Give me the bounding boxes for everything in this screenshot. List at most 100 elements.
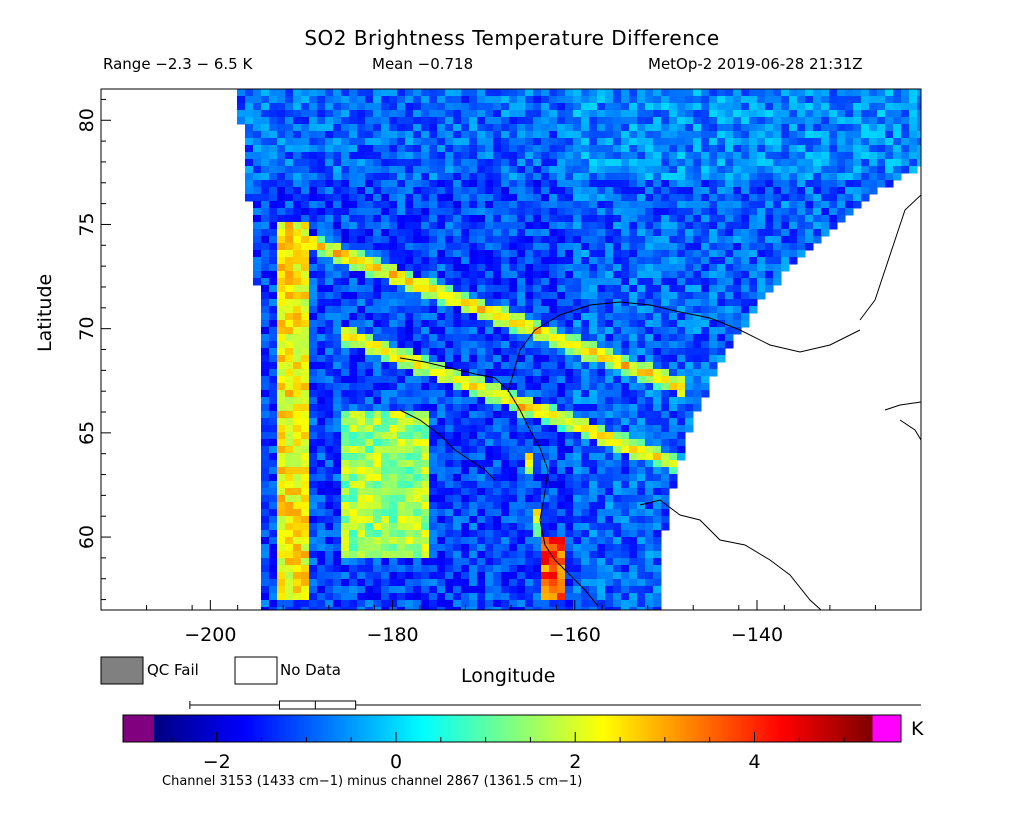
swath-cell (397, 341, 406, 349)
swath-cell (653, 222, 662, 230)
swath-cell (637, 173, 646, 181)
swath-cell (269, 600, 278, 608)
swath-cell (285, 89, 294, 97)
swath-cell (685, 187, 694, 195)
swath-cell (557, 285, 566, 293)
colorbar-segment (188, 715, 191, 742)
swath-cell (629, 537, 638, 545)
swath-cell (421, 285, 430, 293)
swath-cell (413, 593, 422, 601)
swath-cell (573, 432, 582, 440)
swath-cell (661, 390, 670, 398)
swath-cell (613, 187, 622, 195)
swath-cell (461, 411, 470, 419)
swath-cell (797, 159, 806, 167)
swath-cell (645, 96, 654, 104)
swath-cell (477, 481, 486, 489)
swath-cell (277, 124, 286, 132)
swath-cell (861, 173, 870, 181)
swath-cell (285, 194, 294, 202)
swath-cell (901, 159, 910, 167)
swath-cell (693, 145, 702, 153)
swath-cell (341, 194, 350, 202)
swath-cell (461, 124, 470, 132)
swath-cell (637, 117, 646, 125)
swath-cell (445, 586, 454, 594)
swath-cell (317, 264, 326, 272)
swath-cell (485, 138, 494, 146)
swath-cell (589, 509, 598, 517)
swath-cell (445, 544, 454, 552)
swath-cell (413, 530, 422, 538)
swath-cell (421, 355, 430, 363)
swath-cell (373, 439, 382, 447)
swath-cell (381, 425, 390, 433)
swath-cell (509, 439, 518, 447)
swath-cell (365, 404, 374, 412)
swath-cell (349, 600, 358, 608)
swath-cell (285, 145, 294, 153)
swath-cell (461, 320, 470, 328)
swath-cell (421, 145, 430, 153)
swath-cell (405, 572, 414, 580)
swath-cell (437, 530, 446, 538)
swath-cell (525, 257, 534, 265)
swath-cell (453, 474, 462, 482)
swath-cell (589, 362, 598, 370)
swath-cell (525, 194, 534, 202)
swath-cell (589, 607, 598, 610)
swath-cell (325, 264, 334, 272)
swath-cell (661, 383, 670, 391)
swath-cell (581, 488, 590, 496)
swath-cell (381, 376, 390, 384)
swath-cell (325, 474, 334, 482)
swath-cell (821, 187, 830, 195)
swath-cell (501, 173, 510, 181)
swath-cell (477, 250, 486, 258)
swath-cell (469, 439, 478, 447)
coastline-segment (899, 419, 921, 441)
swath-cell (493, 208, 502, 216)
swath-cell (557, 236, 566, 244)
swath-cell (605, 509, 614, 517)
swath-cell (397, 236, 406, 244)
swath-cell (293, 600, 302, 608)
swath-cell (669, 425, 678, 433)
swath-cell (333, 362, 342, 370)
swath-cell (381, 362, 390, 370)
swath-cell (261, 488, 270, 496)
colorbar-segment (496, 715, 499, 742)
swath-cell (277, 474, 286, 482)
swath-cell (565, 124, 574, 132)
swath-cell (325, 460, 334, 468)
swath-cell (317, 222, 326, 230)
swath-cell (605, 201, 614, 209)
swath-cell (285, 355, 294, 363)
swath-cell (653, 278, 662, 286)
swath-cell (261, 264, 270, 272)
swath-cell (493, 180, 502, 188)
swath-cell (613, 600, 622, 608)
swath-cell (261, 586, 270, 594)
swath-cell (293, 467, 302, 475)
swath-cell (349, 383, 358, 391)
swath-cell (501, 544, 510, 552)
swath-cell (317, 404, 326, 412)
colorbar-segment (158, 715, 161, 742)
swath-cell (437, 418, 446, 426)
swath-cell (813, 103, 822, 111)
swath-cell (437, 558, 446, 566)
swath-cell (653, 397, 662, 405)
swath-cell (485, 355, 494, 363)
swath-cell (629, 439, 638, 447)
swath-cell (565, 481, 574, 489)
swath-cell (317, 558, 326, 566)
swath-cell (293, 474, 302, 482)
swath-cell (429, 131, 438, 139)
swath-cell (269, 383, 278, 391)
swath-cell (365, 180, 374, 188)
swath-cell (269, 453, 278, 461)
swath-cell (581, 355, 590, 363)
swath-cell (597, 411, 606, 419)
swath-cell (309, 278, 318, 286)
